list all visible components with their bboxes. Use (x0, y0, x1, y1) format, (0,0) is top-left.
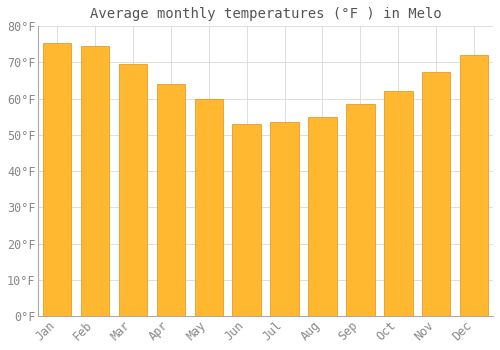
Bar (43, 43, 72, 316)
Bar (384, 91, 412, 316)
Bar (308, 117, 336, 316)
Bar (460, 55, 488, 316)
Bar (346, 104, 374, 316)
Bar (119, 64, 147, 316)
Bar (81, 46, 110, 316)
Bar (270, 122, 299, 316)
Bar (194, 99, 223, 316)
Bar (156, 84, 185, 316)
Bar (422, 71, 450, 316)
Bar (232, 124, 261, 316)
Title: Average monthly temperatures (°F ) in Melo: Average monthly temperatures (°F ) in Me… (90, 7, 442, 21)
